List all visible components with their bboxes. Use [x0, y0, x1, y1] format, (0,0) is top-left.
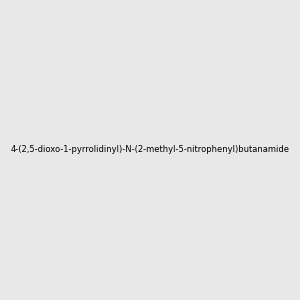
Text: 4-(2,5-dioxo-1-pyrrolidinyl)-N-(2-methyl-5-nitrophenyl)butanamide: 4-(2,5-dioxo-1-pyrrolidinyl)-N-(2-methyl… — [11, 146, 290, 154]
